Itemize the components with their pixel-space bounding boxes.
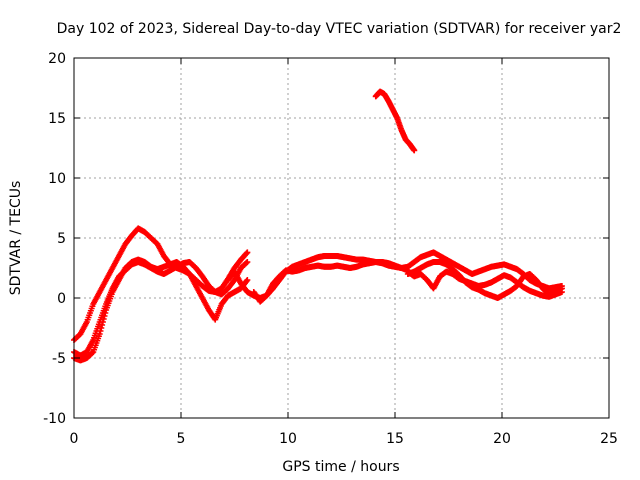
- series-layer: [71, 88, 565, 364]
- y-tick-label: 10: [48, 171, 66, 187]
- y-tick-label: 20: [48, 51, 66, 67]
- x-tick-label: 25: [600, 431, 618, 447]
- data-point: [96, 331, 103, 337]
- series-trace-i: [404, 268, 565, 300]
- y-tick-label: 15: [48, 111, 66, 127]
- x-tick-label: 20: [493, 431, 511, 447]
- y-tick-label: 5: [57, 231, 66, 247]
- series-trace-c: [71, 256, 251, 364]
- data-point: [411, 147, 418, 154]
- series-trace-g: [404, 249, 565, 292]
- data-point: [244, 249, 251, 256]
- data-point: [244, 277, 251, 283]
- y-tick-label: -10: [43, 411, 66, 427]
- y-tick-label: -5: [52, 351, 66, 367]
- data-point: [98, 325, 105, 331]
- data-point: [99, 319, 106, 325]
- data-point: [244, 259, 251, 265]
- data-point: [243, 278, 250, 285]
- data-point: [99, 322, 106, 328]
- y-tick-label: 0: [57, 291, 66, 307]
- chart-title: Day 102 of 2023, Sidereal Day-to-day VTE…: [57, 21, 622, 37]
- data-point: [100, 316, 107, 322]
- series-trace-f: [372, 88, 418, 154]
- x-tick-label: 5: [177, 431, 186, 447]
- data-point: [102, 310, 109, 316]
- x-tick-label: 15: [386, 431, 404, 447]
- x-tick-label: 10: [279, 431, 297, 447]
- data-point: [558, 289, 565, 295]
- x-tick-label: 0: [70, 431, 79, 447]
- y-axis-label: SDTVAR / TECUs: [8, 181, 24, 296]
- data-point: [243, 250, 250, 257]
- data-point: [101, 313, 108, 319]
- x-axis-label: GPS time / hours: [282, 459, 399, 475]
- ticks: 0 5 10 15 20 25 -10 -5 0 5 10 15 20: [43, 51, 618, 447]
- data-point: [97, 328, 104, 334]
